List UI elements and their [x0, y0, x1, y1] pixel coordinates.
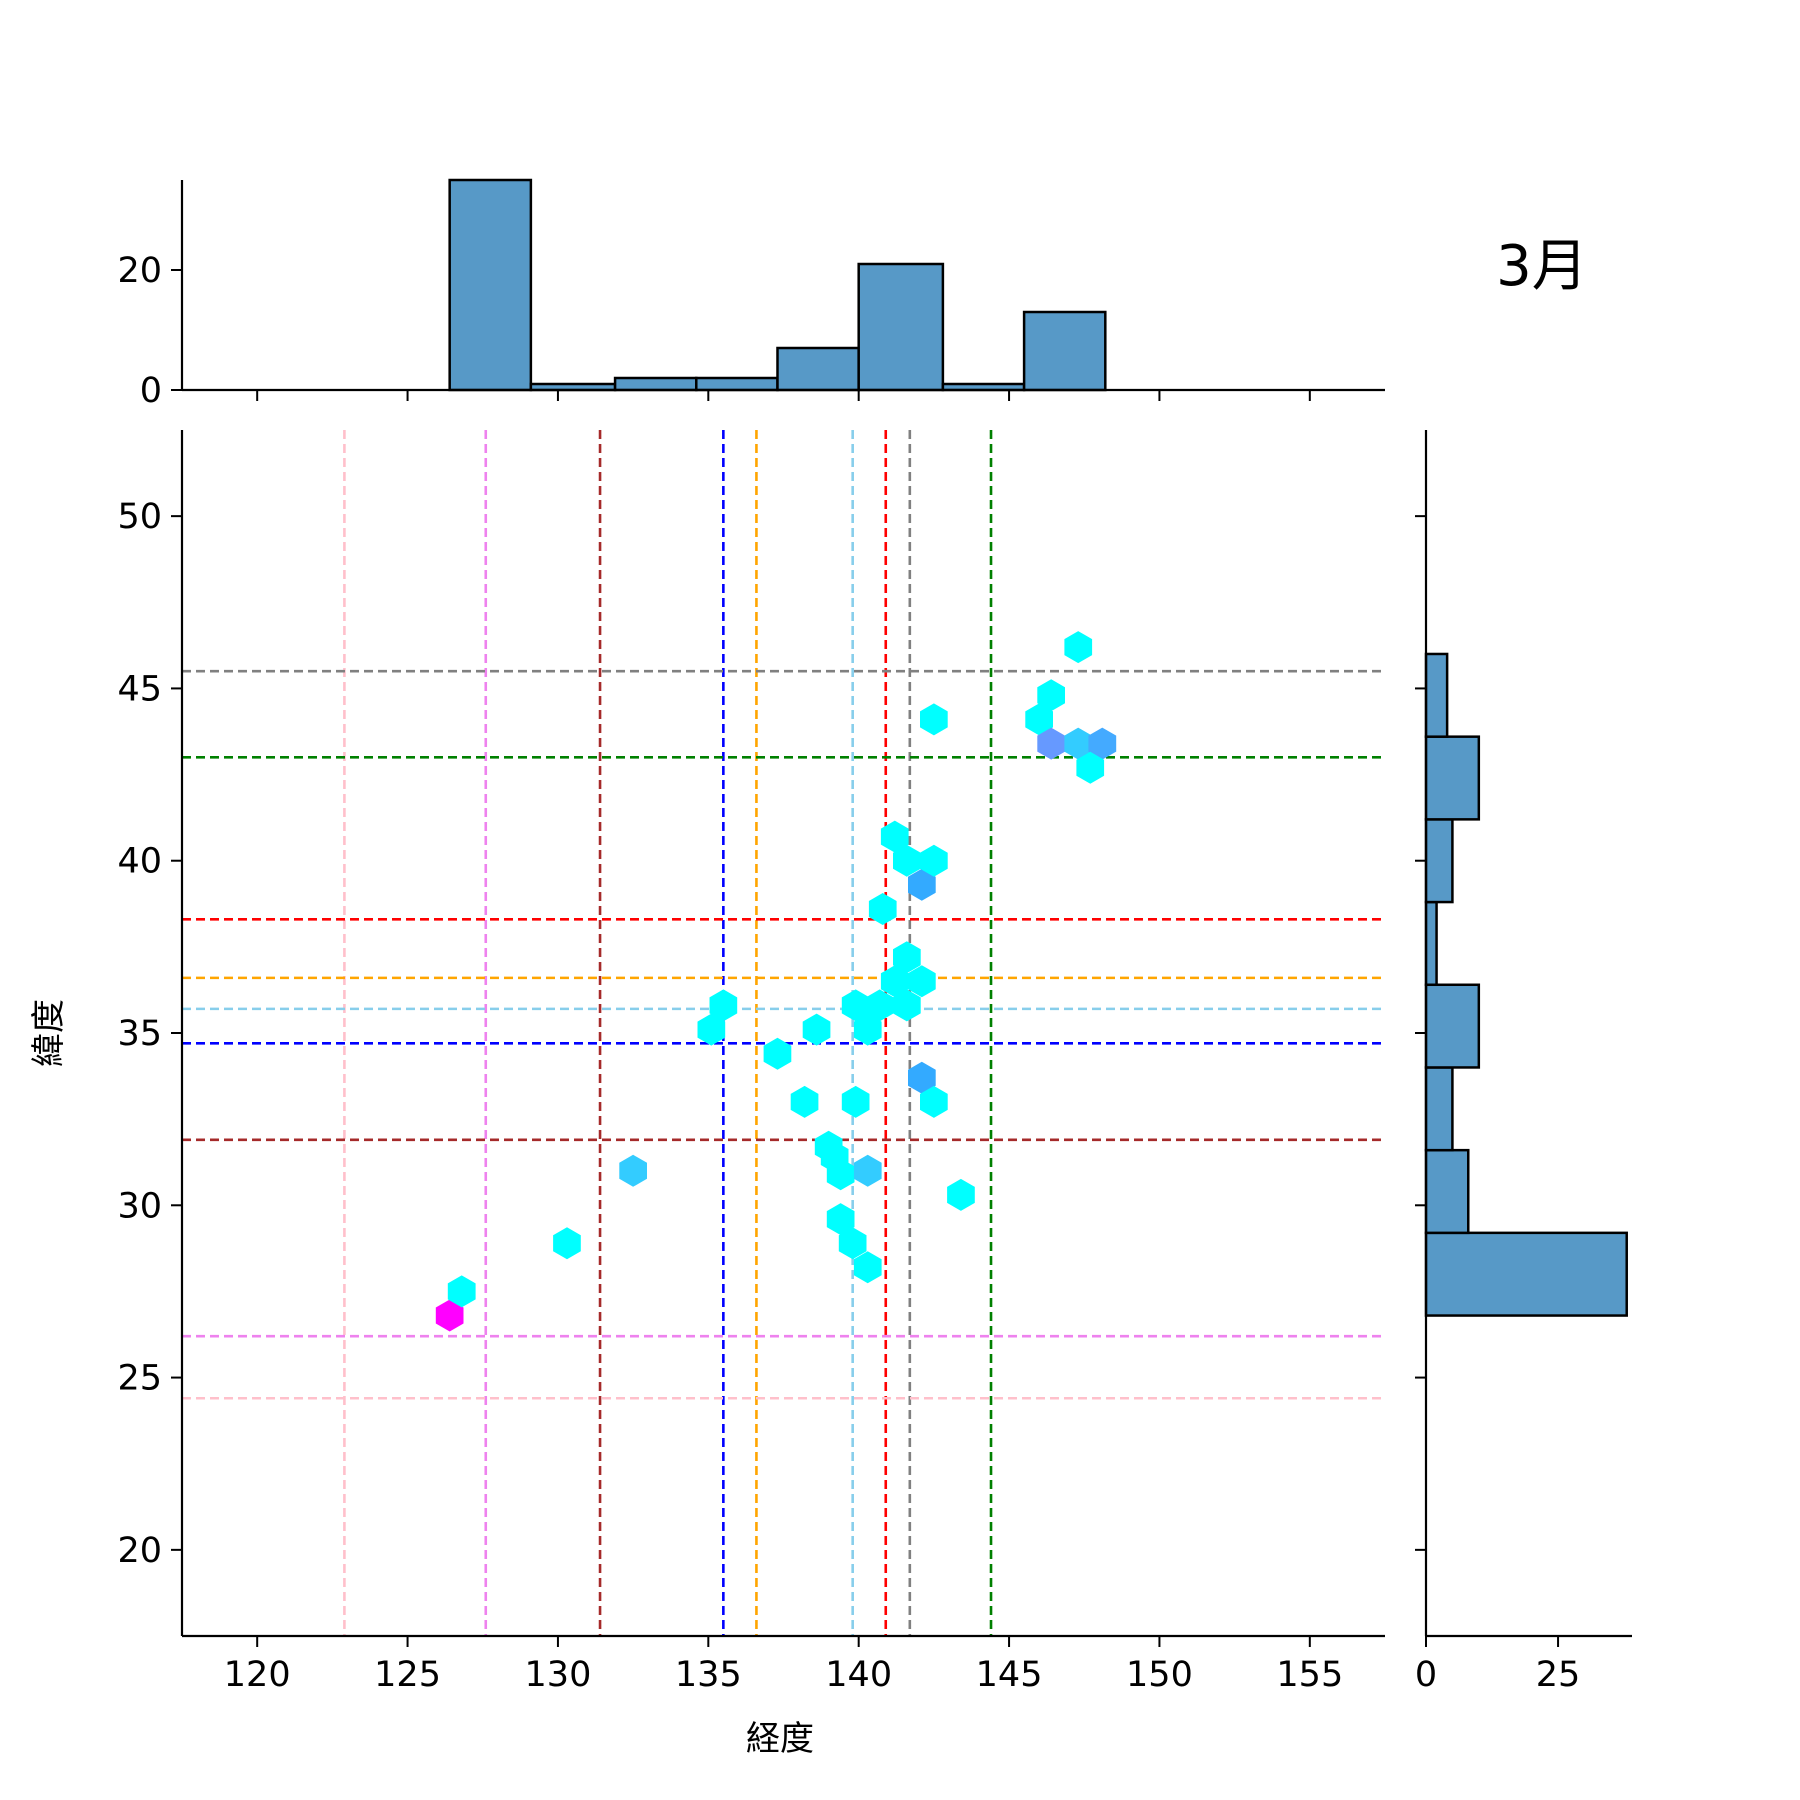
hexbin-cell	[838, 1227, 867, 1260]
x-tick-label: 145	[976, 1655, 1043, 1695]
y-tick-label: 30	[117, 1186, 162, 1226]
hexbin-cell	[435, 1299, 464, 1332]
hexbin-cell	[763, 1037, 792, 1070]
y-axis-title: 緯度	[29, 999, 69, 1067]
right-hist-x-tick-label: 25	[1536, 1655, 1581, 1695]
hexbin-cell	[826, 1203, 855, 1236]
y-tick-label: 40	[117, 842, 162, 882]
hexbin-cell	[908, 1061, 936, 1094]
hexbin-cell	[553, 1227, 581, 1260]
hexbin-cell	[853, 1154, 882, 1187]
hexbin-cell	[1037, 727, 1065, 760]
hexbin-cell	[619, 1154, 647, 1187]
x-tick-label: 155	[1276, 1655, 1343, 1695]
hexbin-cell	[709, 989, 738, 1022]
hexbin-cell	[826, 1158, 855, 1191]
hexbin-cell	[880, 820, 909, 853]
x-tick-label: 120	[224, 1655, 291, 1695]
hexbin-cell	[841, 989, 870, 1022]
right-histogram-bar	[1424, 652, 1449, 738]
top-hist-y-tick-label: 0	[140, 371, 162, 411]
hexbin-cell	[1064, 727, 1093, 760]
top-hist-y-tick-label: 20	[117, 251, 162, 291]
hexbin-cell	[447, 1275, 476, 1308]
hexbin-cell	[920, 1085, 948, 1118]
hexbin-cell	[893, 844, 921, 877]
right-histogram-bar	[1424, 983, 1481, 1069]
hexbin-cell	[1076, 751, 1105, 784]
x-tick-label: 125	[374, 1655, 441, 1695]
top-histogram-bar	[1022, 310, 1107, 392]
hexbin-cell	[908, 965, 936, 998]
x-tick-label: 135	[675, 1655, 742, 1695]
hexbin-cell	[920, 703, 948, 736]
top-histogram-bar	[695, 376, 779, 392]
top-histogram-bar	[857, 262, 945, 392]
hexbin-cell	[802, 1013, 831, 1046]
hexbin-cell	[947, 1178, 975, 1211]
hexbin-cell	[1025, 703, 1053, 736]
y-tick-label: 50	[117, 497, 162, 537]
right-histogram-bar	[1424, 900, 1438, 987]
y-tick-label: 35	[117, 1014, 162, 1054]
x-axis-title: 経度	[746, 1719, 814, 1759]
hexbin-cell	[865, 989, 894, 1022]
right-histogram-bar	[1424, 818, 1454, 904]
hexbin-cell	[853, 1251, 882, 1284]
y-tick-label: 45	[117, 669, 162, 709]
right-histogram: 0 25	[1415, 430, 1632, 1695]
top-histogram: 0 20	[117, 178, 1385, 411]
hexbin-cell	[893, 989, 921, 1022]
hexbin-cell	[893, 941, 921, 974]
right-histogram-bar	[1424, 735, 1481, 821]
main-hexbin-plot: 120 125 130 135 140 145 150 155 20 25 30 35 40 45 50	[117, 430, 1385, 1695]
right-histogram-bar	[1424, 1066, 1454, 1152]
top-histogram-bar	[448, 178, 533, 392]
hexbin-cell	[908, 868, 936, 901]
y-tick-label: 25	[117, 1359, 162, 1399]
month-annotation: 3月	[1496, 234, 1588, 299]
hexbin-cell	[853, 1013, 882, 1046]
y-tick-label: 20	[117, 1531, 162, 1571]
x-tick-label: 140	[825, 1655, 892, 1695]
x-tick-label: 130	[525, 1655, 592, 1695]
hexbin-cell	[868, 893, 897, 925]
hexbin-cell	[841, 1085, 870, 1118]
hexbin-cell	[1064, 631, 1093, 664]
hexbin-cell	[1037, 679, 1065, 712]
right-hist-x-tick-label: 0	[1415, 1655, 1437, 1695]
right-histogram-bar	[1424, 1148, 1470, 1235]
hexbin-cell	[920, 844, 948, 877]
hexbin-cell	[790, 1085, 819, 1118]
hexbin-cell	[697, 1013, 726, 1046]
top-histogram-bar	[776, 346, 860, 392]
hexbin-cell	[880, 965, 909, 998]
top-histogram-bar	[613, 376, 698, 392]
x-tick-label: 150	[1126, 1655, 1193, 1695]
hexbin-cell	[1088, 727, 1117, 760]
right-histogram-bar	[1424, 1231, 1628, 1317]
